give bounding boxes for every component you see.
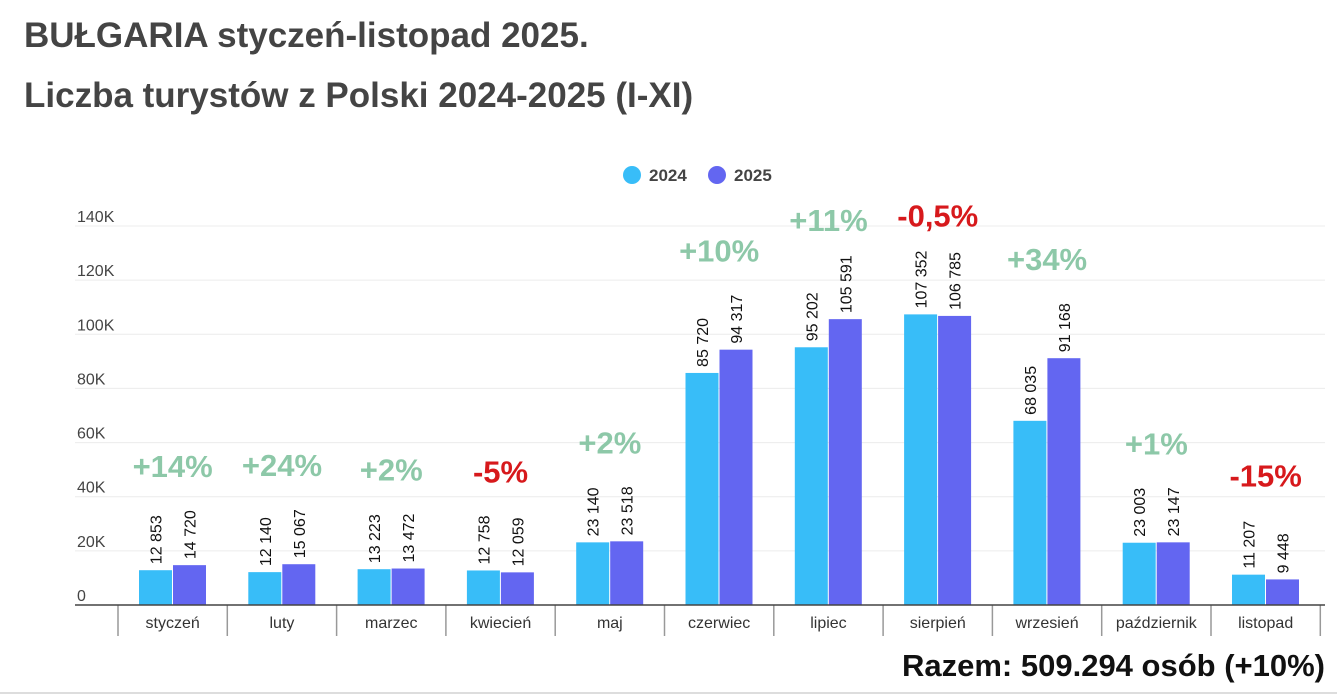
bar-2025 — [1047, 358, 1081, 605]
bar-2025 — [938, 315, 972, 605]
x-tick-label: czerwiec — [688, 615, 750, 632]
bar-2025 — [173, 565, 206, 605]
x-tick-label: marzec — [365, 615, 417, 632]
legend-label-2024: 2024 — [649, 166, 687, 185]
divider — [0, 692, 1337, 694]
legend-marker-2025 — [708, 166, 726, 184]
x-tick-label: lipiec — [810, 615, 846, 632]
x-tick-label: sierpień — [910, 615, 966, 632]
chart-title: BUŁGARIA styczeń-listopad 2025. — [24, 16, 589, 55]
y-tick-label: 20K — [77, 534, 106, 551]
x-tick-label: kwiecień — [470, 615, 531, 632]
bar-2025 — [282, 564, 316, 605]
change-label: +24% — [242, 448, 322, 483]
x-tick-label: listopad — [1238, 615, 1293, 632]
x-tick-label: luty — [269, 615, 294, 632]
y-tick-label: 80K — [77, 371, 106, 388]
bar-2025 — [610, 541, 644, 605]
data-label: 23 147 — [1166, 487, 1183, 536]
bar-2025 — [828, 319, 862, 605]
data-label: 12 758 — [476, 515, 493, 564]
change-label: +34% — [1007, 242, 1087, 277]
bar-2024 — [1013, 420, 1047, 605]
change-label: +14% — [133, 449, 213, 484]
bar-2024 — [576, 542, 610, 605]
x-tick-label: wrzesień — [1014, 615, 1078, 632]
change-label: -5% — [473, 454, 528, 489]
bar-2024 — [1232, 574, 1265, 605]
legend-marker-2024 — [623, 166, 641, 184]
y-tick-label: 120K — [77, 263, 115, 280]
x-tick-label: maj — [597, 615, 623, 632]
data-label: 13 223 — [367, 514, 384, 563]
data-label: 15 067 — [292, 509, 309, 558]
bar-2024 — [466, 570, 500, 605]
change-label: +11% — [789, 203, 867, 238]
bar-2024 — [248, 572, 282, 605]
data-label: 68 035 — [1023, 366, 1040, 415]
data-label: 94 317 — [729, 295, 746, 344]
bar-2024 — [794, 347, 828, 605]
y-tick-label: 0 — [77, 588, 86, 605]
bar-2024 — [685, 372, 719, 605]
change-label: +1% — [1125, 426, 1188, 461]
data-label: 14 720 — [183, 510, 200, 559]
bar-2024 — [904, 314, 938, 605]
bar-2025 — [1266, 579, 1299, 605]
y-tick-label: 100K — [77, 317, 115, 334]
bar-2024 — [1122, 542, 1156, 605]
data-label: 23 140 — [586, 487, 603, 536]
data-label: 12 140 — [258, 517, 275, 566]
data-label: 12 059 — [510, 517, 527, 566]
change-label: +2% — [360, 453, 423, 488]
bar-2025 — [1156, 542, 1190, 605]
y-tick-label: 60K — [77, 426, 106, 443]
chart-subtitle: Liczba turystów z Polski 2024-2025 (I-XI… — [24, 76, 694, 115]
x-tick-label: styczeń — [146, 615, 200, 632]
data-label: 23 003 — [1132, 488, 1149, 537]
data-label: 95 202 — [804, 292, 821, 341]
change-label: -15% — [1229, 459, 1301, 494]
data-label: 91 168 — [1057, 303, 1074, 352]
y-tick-label: 140K — [77, 209, 115, 226]
legend-label-2025: 2025 — [734, 166, 772, 185]
data-label: 12 853 — [149, 515, 166, 564]
data-label: 105 591 — [838, 255, 855, 313]
x-tick-label: październik — [1116, 615, 1198, 632]
change-label: -0,5% — [897, 198, 978, 233]
data-label: 107 352 — [914, 250, 931, 308]
total-summary: Razem: 509.294 osób (+10%) — [902, 648, 1325, 683]
change-label: +2% — [578, 425, 641, 460]
bar-2024 — [139, 570, 172, 605]
bar-2025 — [391, 568, 425, 605]
change-label: +10% — [679, 234, 759, 269]
data-label: 85 720 — [695, 318, 712, 367]
data-label: 13 472 — [401, 513, 418, 562]
data-label: 106 785 — [948, 252, 965, 310]
data-label: 9 448 — [1276, 533, 1293, 573]
data-label: 23 518 — [620, 486, 637, 535]
data-label: 11 207 — [1242, 521, 1259, 569]
y-tick-label: 40K — [77, 480, 106, 497]
bar-2024 — [357, 569, 391, 605]
bar-2025 — [500, 572, 534, 605]
bar-2025 — [719, 349, 753, 605]
